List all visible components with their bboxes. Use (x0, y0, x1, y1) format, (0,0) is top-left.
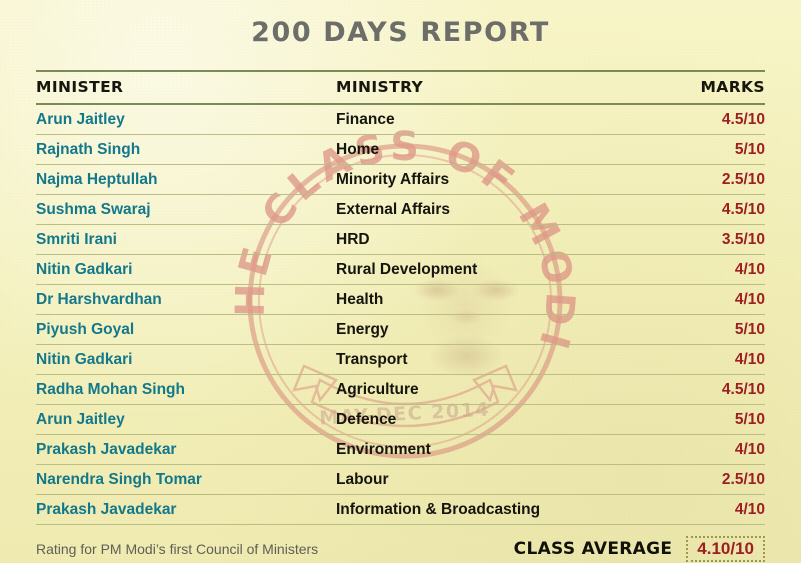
cell-marks: 4.5/10 (666, 374, 765, 405)
cell-minister: Nitin Gadkari (36, 254, 336, 285)
page-title: 200 DAYS REPORT (251, 17, 550, 48)
table-row: Arun Jaitley Finance 4.5/10 (36, 104, 765, 135)
cell-marks: 5/10 (666, 134, 765, 165)
table-row: Piyush Goyal Energy 5/10 (36, 314, 765, 345)
table-body: Arun Jaitley Finance 4.5/10 Rajnath Singh Ho… (36, 104, 765, 525)
column-header-ministry: MINISTRY (336, 70, 666, 105)
cell-minister: Narendra Singh Tomar (36, 464, 336, 495)
cell-ministry: External Affairs (336, 194, 666, 225)
table-row: Radha Mohan Singh Agriculture 4.5/10 (36, 374, 765, 405)
cell-marks: 4/10 (666, 434, 765, 465)
cell-marks: 4/10 (666, 284, 765, 315)
cell-marks: 2.5/10 (666, 164, 765, 195)
cell-minister: Prakash Javadekar (36, 434, 336, 465)
cell-ministry: Energy (336, 314, 666, 345)
cell-ministry: Finance (336, 104, 666, 135)
cell-ministry: HRD (336, 224, 666, 255)
report-table: MINISTER MINISTRY MARKS Arun Jaitley Fina… (36, 70, 765, 525)
table-row: Dr Harshvardhan Health 4/10 (36, 284, 765, 315)
cell-marks: 4/10 (666, 254, 765, 285)
cell-minister: Sushma Swaraj (36, 194, 336, 225)
cell-marks: 3.5/10 (666, 224, 765, 255)
cell-marks: 5/10 (666, 314, 765, 345)
column-header-marks: MARKS (666, 70, 765, 105)
cell-minister: Nitin Gadkari (36, 344, 336, 375)
cell-ministry: Rural Development (336, 254, 666, 285)
cell-marks: 2.5/10 (666, 464, 765, 495)
table-header: MINISTER MINISTRY MARKS (36, 70, 765, 105)
cell-marks: 4/10 (666, 344, 765, 375)
table-row: Sushma Swaraj External Affairs 4.5/10 (36, 194, 765, 225)
cell-minister: Prakash Javadekar (36, 494, 336, 525)
table-header-row: MINISTER MINISTRY MARKS (36, 70, 765, 105)
cell-minister: Dr Harshvardhan (36, 284, 336, 315)
cell-ministry: Agriculture (336, 374, 666, 405)
class-average-label: CLASS AVERAGE (513, 539, 673, 559)
cell-marks: 4.5/10 (666, 104, 765, 135)
table-row: Narendra Singh Tomar Labour 2.5/10 (36, 464, 765, 495)
table-row: Arun Jaitley Defence 5/10 (36, 404, 765, 435)
cell-minister: Arun Jaitley (36, 104, 336, 135)
table-row: Prakash Javadekar Information & Broadcast… (36, 494, 765, 525)
column-header-minister: MINISTER (36, 70, 336, 105)
cell-ministry: Information & Broadcasting (336, 494, 666, 525)
class-average-group: CLASS AVERAGE 4.10/10 (514, 536, 765, 562)
cell-marks: 4.5/10 (666, 194, 765, 225)
report-footer: Rating for PM Modi’s first Council of Mi… (36, 536, 765, 562)
footer-note: Rating for PM Modi’s first Council of Mi… (36, 541, 319, 557)
cell-marks: 5/10 (666, 404, 765, 435)
cell-minister: Radha Mohan Singh (36, 374, 336, 405)
cell-ministry: Labour (336, 464, 666, 495)
cell-marks: 4/10 (666, 494, 765, 525)
cell-minister: Smriti Irani (36, 224, 336, 255)
cell-minister: Najma Heptullah (36, 164, 336, 195)
class-average-value: 4.10/10 (686, 536, 765, 562)
cell-minister: Arun Jaitley (36, 404, 336, 435)
table-row: Rajnath Singh Home 5/10 (36, 134, 765, 165)
cell-ministry: Environment (336, 434, 666, 465)
table-row: Nitin Gadkari Transport 4/10 (36, 344, 765, 375)
table-row: Nitin Gadkari Rural Development 4/10 (36, 254, 765, 285)
table-row: Smriti Irani HRD 3.5/10 (36, 224, 765, 255)
cell-ministry: Home (336, 134, 666, 165)
cell-ministry: Defence (336, 404, 666, 435)
cell-ministry: Health (336, 284, 666, 315)
table-row: Prakash Javadekar Environment 4/10 (36, 434, 765, 465)
table-row: Najma Heptullah Minority Affairs 2.5/10 (36, 164, 765, 195)
cell-minister: Rajnath Singh (36, 134, 336, 165)
cell-minister: Piyush Goyal (36, 314, 336, 345)
cell-ministry: Minority Affairs (336, 164, 666, 195)
cell-ministry: Transport (336, 344, 666, 375)
